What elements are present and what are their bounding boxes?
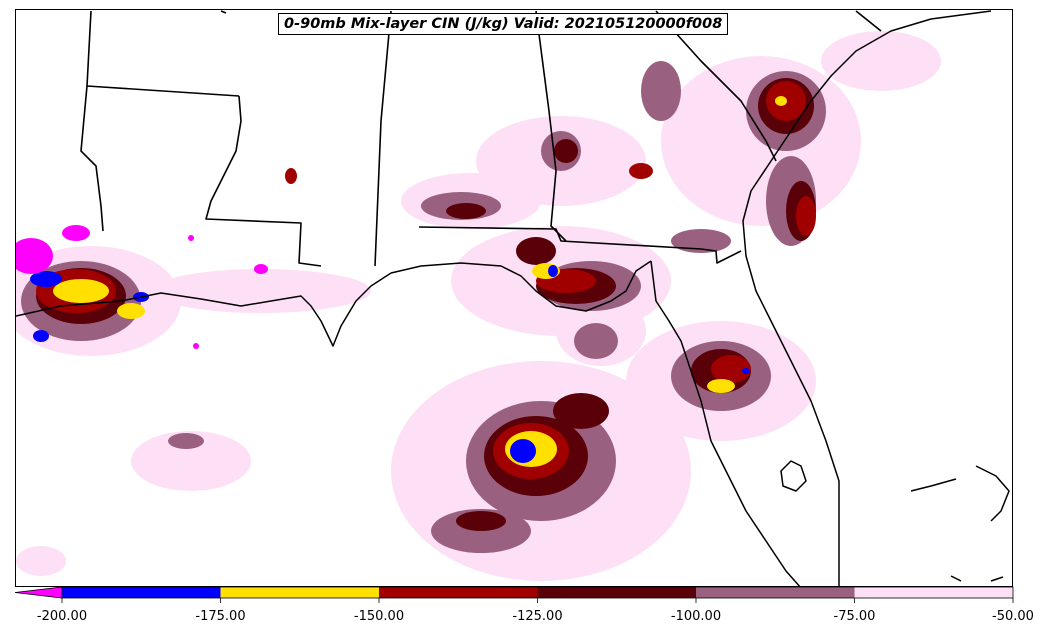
map-panel (15, 9, 1013, 587)
colorbar (14, 586, 1014, 603)
colorbar-tick-label: -200.00 (36, 609, 88, 624)
colorbar-tick-label: -100.00 (670, 609, 722, 624)
state-boundaries (80, 10, 882, 267)
cin-field-below-scale (16, 225, 268, 349)
colorbar-tick-label: -75.00 (833, 609, 876, 624)
colorbar-bin-4 (696, 587, 855, 598)
cin-map (16, 10, 1010, 586)
colorbar-bin-3 (537, 587, 696, 598)
colorbar-tick-label: -150.00 (353, 609, 405, 624)
colorbar-bin-0 (62, 587, 221, 598)
colorbar-tick-label: -175.00 (195, 609, 246, 624)
map-title: 0-90mb Mix-layer CIN (J/kg) Valid: 20210… (278, 13, 729, 35)
colorbar-tick-label: -125.00 (512, 609, 563, 624)
colorbar-bin-5 (854, 587, 1013, 598)
colorbar-bin-1 (220, 587, 379, 598)
colorbar-bin-2 (379, 587, 538, 598)
colorbar-under-extension (14, 586, 63, 599)
cin-field-extreme (30, 265, 750, 463)
colorbar-tick-label: -50.00 (992, 609, 1034, 624)
coastline (16, 10, 1010, 586)
